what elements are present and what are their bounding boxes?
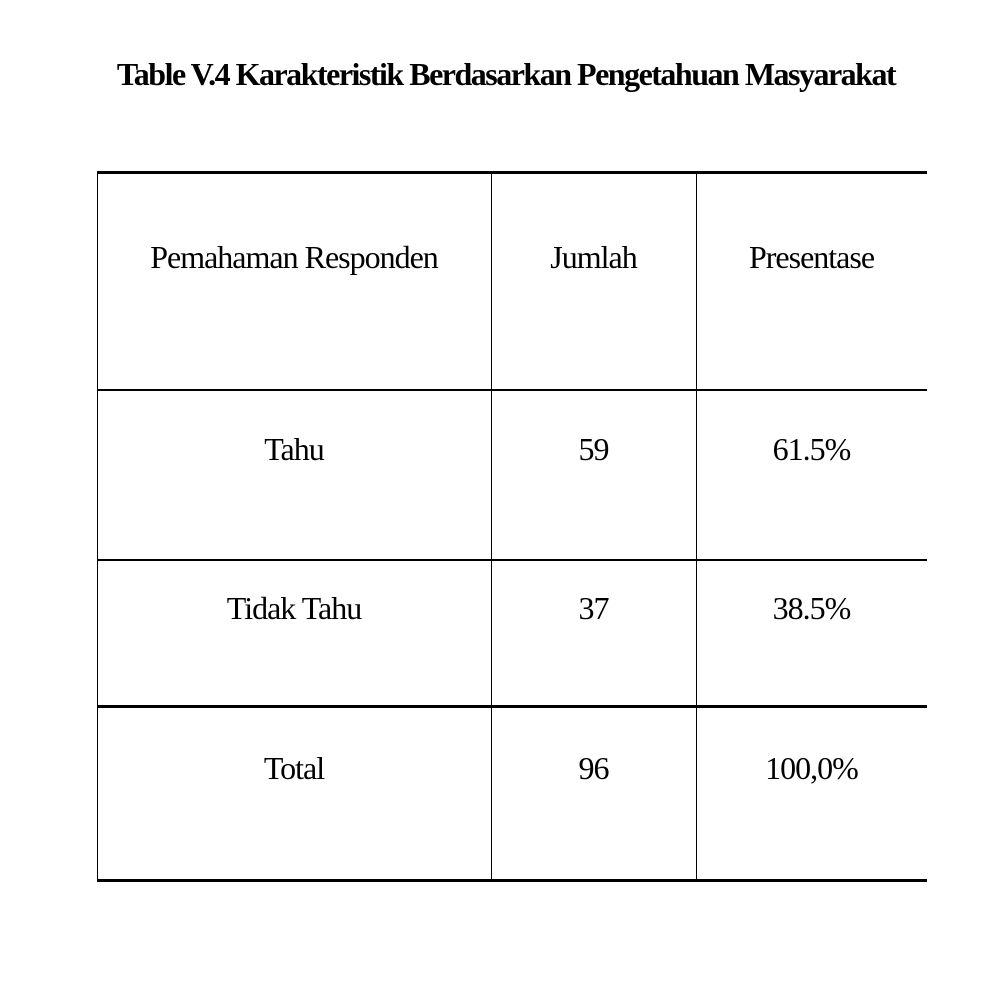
header-cell: Presentase [748, 239, 875, 275]
row-rule [97, 559, 927, 561]
table-cell: 100,0% [765, 750, 859, 786]
table-top-rule [97, 171, 927, 174]
table-cell: Tahu [264, 431, 325, 467]
table-cell: 38.5% [772, 590, 852, 626]
column-divider [97, 171, 98, 881]
column-divider [491, 171, 492, 881]
header-cell: Pemahaman Responden [150, 239, 439, 275]
table-title: Table V.4 Karakteristik Berdasarkan Peng… [116, 56, 897, 92]
table-cell: 37 [578, 590, 610, 626]
header-cell: Jumlah [550, 239, 637, 275]
total-rule [97, 705, 927, 708]
table-cell: Total [263, 750, 325, 786]
data-table: Pemahaman Responden Jumlah Presentase Ta… [97, 171, 927, 882]
table-cell: Tidak Tahu [226, 590, 362, 626]
column-divider [696, 171, 697, 881]
table-cell: 59 [578, 431, 610, 467]
table-bottom-rule [97, 879, 927, 882]
table-cell: 96 [578, 750, 610, 786]
table-cell: 61.5% [772, 431, 852, 467]
header-rule [97, 389, 927, 391]
